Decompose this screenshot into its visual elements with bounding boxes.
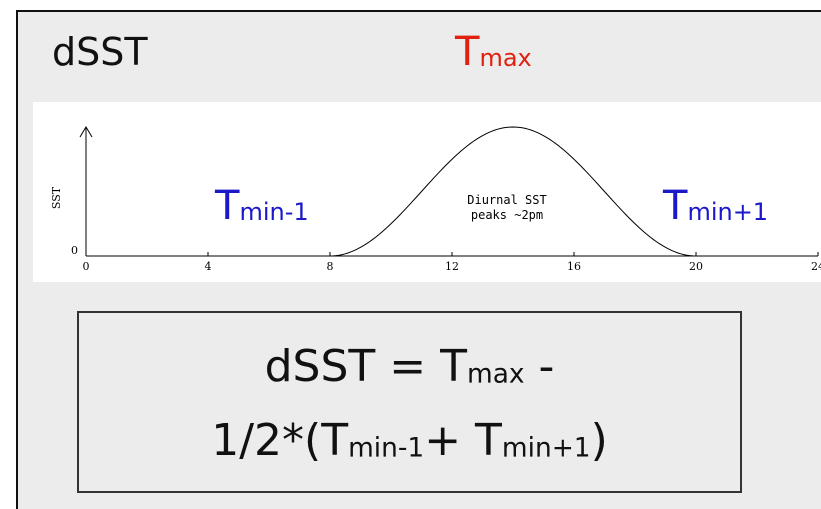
x-tick-label-12: 12 xyxy=(445,260,459,273)
tmin-next-base: T xyxy=(663,183,688,229)
formula-1-part1: dSST = T xyxy=(264,341,467,392)
tmax-base: T xyxy=(455,29,480,75)
tmin-next-label: Tmin+1 xyxy=(663,186,768,226)
tmin-prev-sub: min-1 xyxy=(239,198,309,227)
x-tick-label-0: 0 xyxy=(83,260,90,273)
x-tick-label-16: 16 xyxy=(567,260,581,273)
formula-1-part2: - xyxy=(524,341,555,392)
plot-svg: SST Diurnal SST peaks ~2pm 0 4 8 12 16 20 24 0 xyxy=(50,126,821,273)
y-tick-label-0: 0 xyxy=(71,244,78,257)
tmin-prev-base: T xyxy=(215,183,240,229)
x-tick-label-24: 24 xyxy=(811,260,821,273)
formula-2-sub1: min-1 xyxy=(348,432,425,464)
x-tick-label-4: 4 xyxy=(205,260,212,273)
plot-annotation-line-1: Diurnal SST xyxy=(467,193,546,207)
formula-box: dSST = Tmax - 1/2*(Tmin-1+ Tmin+1) xyxy=(77,311,742,493)
tmax-label: Tmax xyxy=(455,32,532,72)
tmax-sub: max xyxy=(479,44,532,73)
formula-1-sub1: max xyxy=(467,358,525,390)
formula-2-part3: ) xyxy=(590,415,608,466)
tmin-prev-label: Tmin-1 xyxy=(215,186,309,226)
formula-2-sub2: min+1 xyxy=(501,432,591,464)
formula-line-2: 1/2*(Tmin-1+ Tmin+1) xyxy=(79,419,740,463)
series-line-0 xyxy=(86,126,818,257)
formula-line-1: dSST = Tmax - xyxy=(79,345,740,389)
x-tick-label-8: 8 xyxy=(327,260,334,273)
slide-title: dSST xyxy=(52,30,148,74)
x-tick-label-20: 20 xyxy=(689,260,703,273)
formula-2-part1: 1/2*(T xyxy=(211,415,349,466)
y-axis-label: SST xyxy=(50,186,63,209)
tmin-next-sub: min+1 xyxy=(687,198,769,227)
y-axis-arrow xyxy=(79,126,93,138)
diurnal-plot: SST Diurnal SST peaks ~2pm 0 4 8 12 16 20 24 0 xyxy=(33,102,821,282)
plot-annotation-line-2: peaks ~2pm xyxy=(471,208,543,222)
formula-2-part2: + T xyxy=(424,415,502,466)
